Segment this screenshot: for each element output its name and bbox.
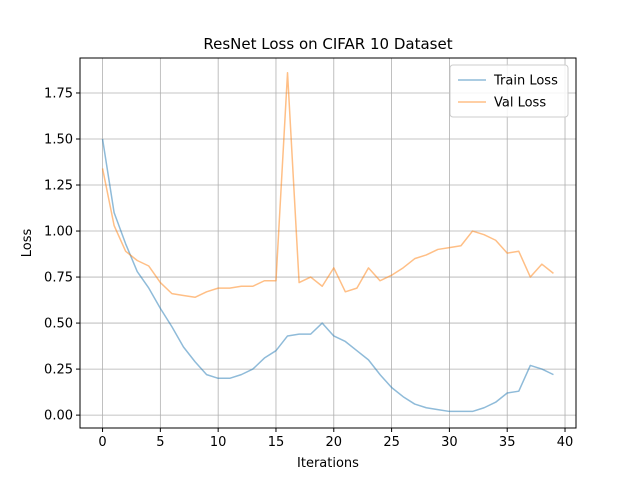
- y-tick-label: 0.00: [44, 409, 73, 424]
- grid: [80, 58, 576, 428]
- series-layer: [101, 71, 554, 413]
- legend: Train Loss Val Loss: [449, 64, 569, 118]
- y-tick-label: 1.75: [44, 86, 73, 101]
- y-tick-label: 0.50: [44, 317, 73, 332]
- y-tick-label: 0.75: [44, 271, 73, 286]
- x-axis-ticks: 0 5 10 15 20 25 30 35 40: [98, 428, 573, 450]
- x-tick-label: 15: [268, 435, 285, 450]
- y-axis-ticks: 0.00 0.25 0.50 0.75 1.00 1.25 1.50 1.75: [44, 86, 80, 424]
- y-axis-label: Loss: [20, 229, 35, 258]
- x-axis-label: Iterations: [297, 456, 359, 471]
- x-tick-label: 25: [383, 435, 400, 450]
- x-tick-label: 10: [210, 435, 227, 450]
- train-loss-line: [101, 138, 554, 413]
- x-tick-label: 35: [499, 435, 516, 450]
- legend-box: [449, 64, 569, 118]
- plot-area-frame: [79, 57, 577, 429]
- legend-label-val-loss: Val Loss: [494, 96, 546, 111]
- legend-label-train-loss: Train Loss: [493, 74, 558, 89]
- val-loss-line: [101, 71, 554, 299]
- x-tick-label: 20: [326, 435, 343, 450]
- x-tick-label: 30: [441, 435, 458, 450]
- x-tick-label: 0: [98, 435, 106, 450]
- y-tick-label: 1.25: [44, 179, 73, 194]
- y-tick-label: 1.00: [44, 225, 73, 240]
- y-tick-label: 1.50: [44, 132, 73, 147]
- x-tick-label: 5: [156, 435, 164, 450]
- chart-title: ResNet Loss on CIFAR 10 Dataset: [203, 35, 452, 53]
- x-tick-label: 40: [557, 435, 574, 450]
- y-tick-label: 0.25: [44, 363, 73, 378]
